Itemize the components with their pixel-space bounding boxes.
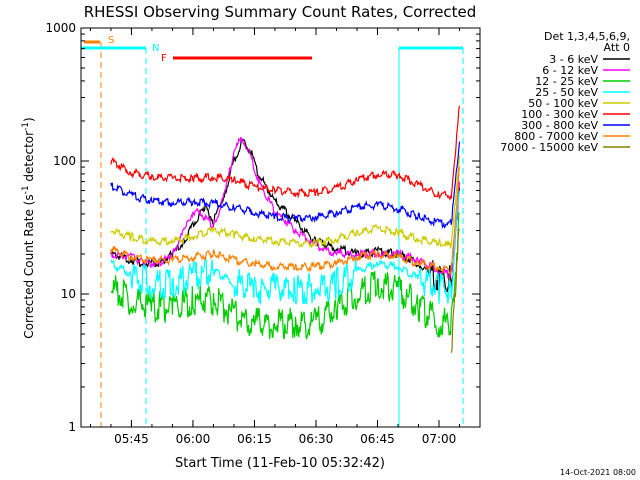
- legend-title: Det 1,3,4,5,6,9,: [544, 30, 630, 43]
- legend-label: 25 - 50 keV: [535, 86, 598, 99]
- legend-label: 12 - 25 keV: [535, 75, 598, 88]
- series-line: [110, 190, 461, 305]
- legend-label: 800 - 7000 keV: [514, 130, 598, 143]
- timestamp: 14-Oct-2021 08:00: [560, 468, 636, 477]
- y-axis-label: Corrected Count Rate (s-1 detector-1): [21, 117, 36, 338]
- flare-label: F: [161, 53, 167, 64]
- y-axis-label-end: ): [22, 117, 36, 122]
- legend-label: 7000 - 15000 keV: [500, 141, 598, 154]
- x-tick-label: 06:00: [176, 432, 211, 446]
- y-tick-label: 1: [68, 420, 76, 434]
- x-axis-label: Start Time (11-Feb-10 05:32:42): [175, 456, 385, 471]
- x-tick-label: 07:00: [422, 432, 457, 446]
- x-tick-label: 05:45: [114, 432, 149, 446]
- saa-label: S: [108, 35, 114, 46]
- legend-label: 50 - 100 keV: [528, 97, 598, 110]
- x-axis: 05:45 06:00 06:15 06:30 06:45 07:00: [89, 28, 481, 446]
- y-tick-label: 1000: [45, 21, 76, 35]
- y-axis-label-sup: -1: [21, 185, 31, 194]
- x-tick-label: 06:30: [299, 432, 334, 446]
- y-tick-label: 10: [61, 287, 76, 301]
- x-tick-label: 06:45: [360, 432, 395, 446]
- legend-label: 100 - 300 keV: [521, 108, 598, 121]
- legend-subtitle: Att 0: [604, 41, 630, 54]
- observing-intervals: S NF: [81, 35, 464, 427]
- legend-label: 3 - 6 keV: [549, 53, 598, 66]
- y-axis-label-sup-2: -1: [21, 122, 31, 131]
- series-line: [110, 141, 461, 229]
- y-tick-label: 100: [53, 154, 76, 168]
- chart-title: RHESSI Observing Summary Count Rates, Co…: [84, 3, 477, 21]
- legend-label: 6 - 12 keV: [542, 64, 598, 77]
- plot-frame: [80, 27, 481, 428]
- x-tick-label: 06:15: [237, 432, 272, 446]
- y-axis-label-text: Corrected Count Rate (s: [22, 194, 36, 338]
- y-axis: 1 10 100 1000: [45, 21, 480, 434]
- series-group: [110, 105, 461, 353]
- series-line: [450, 228, 461, 353]
- series-line: [110, 105, 461, 201]
- night-label: N: [152, 43, 159, 54]
- series-line: [110, 211, 460, 341]
- series-line: [110, 155, 461, 249]
- series-line: [110, 167, 461, 276]
- y-axis-label-mid: detector: [22, 131, 36, 186]
- legend-label: 300 - 800 keV: [521, 119, 598, 132]
